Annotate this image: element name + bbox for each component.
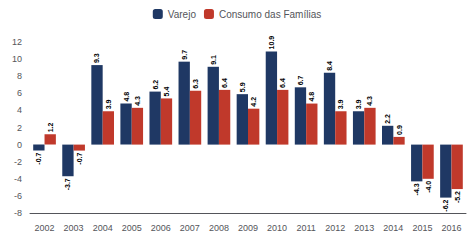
svg-text:2006: 2006 xyxy=(151,223,171,233)
svg-text:-4: -4 xyxy=(14,174,22,184)
svg-text:2011: 2011 xyxy=(296,223,315,233)
svg-text:5.9: 5.9 xyxy=(239,82,246,92)
svg-text:-0.7: -0.7 xyxy=(76,152,83,164)
svg-text:2003: 2003 xyxy=(64,223,84,233)
svg-text:-8: -8 xyxy=(14,208,22,218)
svg-text:6.7: 6.7 xyxy=(297,75,304,85)
svg-text:9.7: 9.7 xyxy=(181,50,188,60)
svg-text:-6.2: -6.2 xyxy=(442,200,449,212)
svg-text:2009: 2009 xyxy=(238,223,258,233)
svg-text:Varejo: Varejo xyxy=(168,9,197,20)
svg-text:Consumo das Famílias: Consumo das Famílias xyxy=(219,9,321,20)
svg-text:3.9: 3.9 xyxy=(337,99,344,109)
svg-text:-4.3: -4.3 xyxy=(413,183,420,195)
svg-text:0: 0 xyxy=(17,140,22,150)
svg-text:-3.7: -3.7 xyxy=(64,178,71,190)
svg-text:9.1: 9.1 xyxy=(210,55,217,65)
svg-text:4.3: 4.3 xyxy=(366,96,373,106)
svg-text:2: 2 xyxy=(17,123,22,133)
svg-text:2002: 2002 xyxy=(35,223,55,233)
svg-text:2.2: 2.2 xyxy=(384,114,391,124)
svg-text:8.4: 8.4 xyxy=(326,61,333,71)
svg-text:6: 6 xyxy=(17,88,22,98)
svg-text:10.9: 10.9 xyxy=(268,36,275,50)
svg-text:2016: 2016 xyxy=(441,223,461,233)
svg-text:-5.2: -5.2 xyxy=(454,191,461,203)
svg-text:4: 4 xyxy=(17,105,22,115)
svg-text:4.3: 4.3 xyxy=(134,96,141,106)
svg-text:10: 10 xyxy=(12,54,22,64)
svg-text:6.4: 6.4 xyxy=(221,78,228,88)
svg-text:3.9: 3.9 xyxy=(355,99,362,109)
svg-text:6.3: 6.3 xyxy=(192,79,199,89)
svg-text:2005: 2005 xyxy=(122,223,142,233)
svg-text:4.8: 4.8 xyxy=(123,92,130,102)
svg-text:5.4: 5.4 xyxy=(163,87,170,97)
svg-text:2004: 2004 xyxy=(93,223,113,233)
svg-text:4.8: 4.8 xyxy=(308,92,315,102)
svg-text:6.2: 6.2 xyxy=(152,80,159,90)
svg-text:12: 12 xyxy=(12,37,22,47)
svg-text:-6: -6 xyxy=(14,191,22,201)
svg-text:0.9: 0.9 xyxy=(396,125,403,135)
svg-text:2012: 2012 xyxy=(325,223,345,233)
svg-text:9.3: 9.3 xyxy=(93,53,100,63)
svg-text:6.4: 6.4 xyxy=(279,78,286,88)
svg-text:2007: 2007 xyxy=(180,223,200,233)
svg-text:-2: -2 xyxy=(14,157,22,167)
svg-text:4.2: 4.2 xyxy=(250,97,257,107)
svg-text:-4.0: -4.0 xyxy=(425,181,432,193)
svg-text:2015: 2015 xyxy=(412,223,432,233)
svg-text:8: 8 xyxy=(17,71,22,81)
svg-text:-0.7: -0.7 xyxy=(35,152,42,164)
svg-text:2008: 2008 xyxy=(209,223,229,233)
svg-text:2010: 2010 xyxy=(267,223,287,233)
svg-text:1.2: 1.2 xyxy=(47,123,54,133)
svg-text:2014: 2014 xyxy=(383,223,403,233)
svg-text:3.9: 3.9 xyxy=(105,99,112,109)
svg-text:2013: 2013 xyxy=(354,223,374,233)
